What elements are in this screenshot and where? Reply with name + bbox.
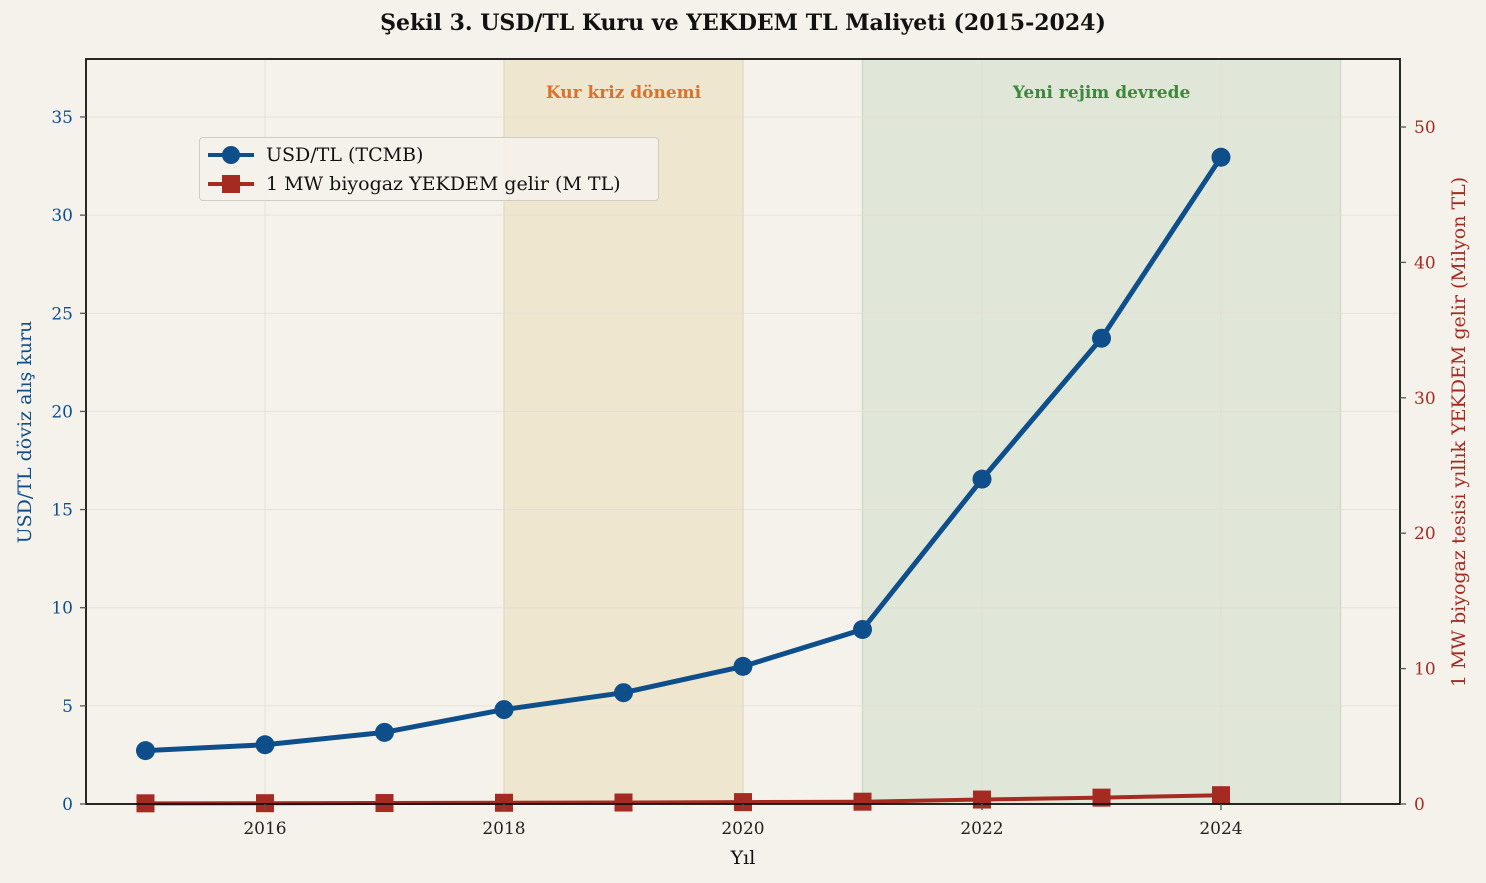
yekdem-point — [1092, 788, 1111, 807]
region-annotation: Kur kriz dönemi — [546, 83, 702, 103]
x-tick-label: 2020 — [721, 819, 764, 839]
usd-point — [494, 700, 514, 720]
y-right-tick-label: 30 — [1414, 389, 1436, 409]
y-right-tick-label: 10 — [1414, 660, 1436, 680]
legend-item-usd: USD/TL (TCMB) — [208, 141, 423, 169]
y-right-axis-label: 1 MW biyogaz tesisi yıllık YEKDEM gelir … — [1448, 177, 1470, 687]
shaded-region — [861, 58, 1342, 805]
usd-point — [255, 735, 275, 755]
usd-point — [1211, 147, 1231, 167]
yekdem-point — [614, 793, 633, 812]
y-right-tick-label: 40 — [1414, 253, 1436, 273]
y-right-tick-label: 0 — [1414, 795, 1425, 815]
y-left-tick-label: 30 — [51, 206, 73, 226]
square-marker-icon — [208, 174, 254, 194]
usd-point — [375, 722, 394, 742]
y-left-axis-label: USD/TL döviz alış kuru — [14, 321, 36, 544]
usd-line — [145, 155, 1224, 754]
usd-point — [733, 656, 753, 676]
x-tick-label: 2016 — [243, 819, 286, 839]
usd-point — [853, 620, 872, 640]
usd-point — [136, 741, 155, 761]
yekdem-point — [853, 792, 872, 811]
x-tick-label: 2018 — [482, 819, 525, 839]
yekdem-point — [495, 793, 513, 812]
legend-label: USD/TL (TCMB) — [266, 144, 424, 166]
usd-point — [972, 469, 992, 489]
legend-label: 1 MW biyogaz YEKDEM gelir (M TL) — [266, 173, 621, 195]
y-right-tick-label: 50 — [1414, 118, 1436, 138]
yekdem-point — [1212, 786, 1230, 805]
chart-title: Şekil 3. USD/TL Kuru ve YEKDEM TL Maliye… — [380, 10, 1106, 36]
usd-point — [1092, 328, 1111, 348]
y-left-tick-label: 15 — [51, 501, 73, 521]
circle-marker-icon — [208, 145, 254, 165]
y-left-tick-label: 20 — [51, 402, 73, 422]
y-left-tick-label: 5 — [62, 697, 73, 717]
y-left-tick-label: 10 — [51, 599, 73, 619]
yekdem-point — [734, 793, 752, 812]
x-tick-label: 2024 — [1199, 819, 1242, 839]
y-left-tick-label: 25 — [51, 304, 73, 324]
region-annotation: Yeni rejim devrede — [1012, 83, 1191, 103]
usd-point — [614, 683, 633, 703]
x-axis-label: Yıl — [730, 847, 756, 869]
y-left-tick-label: 35 — [51, 108, 73, 128]
legend-item-yekdem: 1 MW biyogaz YEKDEM gelir (M TL) — [208, 170, 621, 198]
y-left-tick-label: 0 — [62, 795, 73, 815]
legend: USD/TL (TCMB) 1 MW biyogaz YEKDEM gelir … — [199, 137, 659, 201]
yekdem-point — [375, 794, 394, 813]
x-tick-label: 2022 — [960, 819, 1003, 839]
y-right-tick-label: 20 — [1414, 524, 1436, 544]
